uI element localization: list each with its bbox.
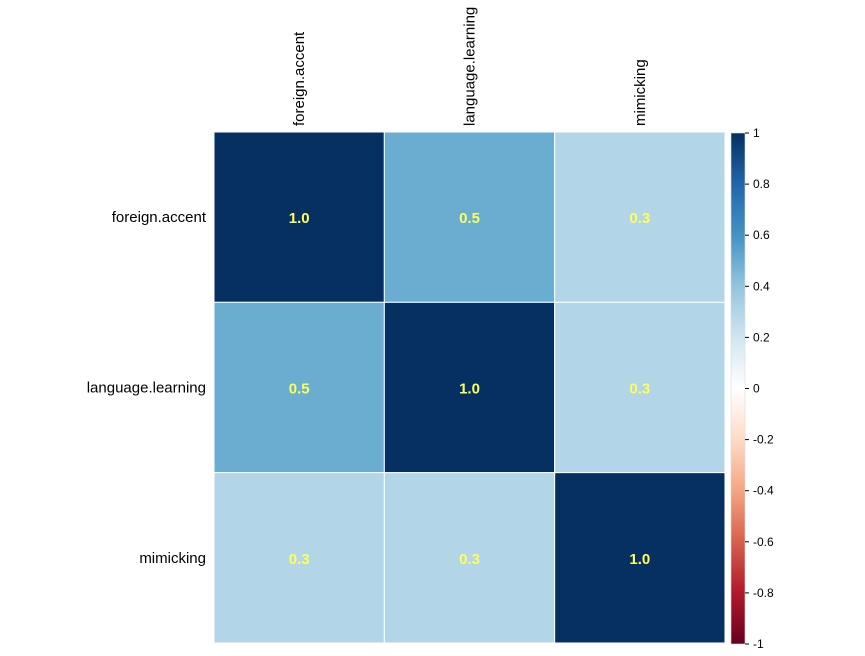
cell-value-label: 0.3 [629, 380, 650, 397]
row-labels: foreign.accent language.learning mimicking [87, 209, 207, 567]
legend-tick-label: -0.8 [753, 586, 774, 600]
heatmap-cell [213, 301, 385, 474]
legend-tick-label: 0.2 [753, 330, 770, 344]
cell-value-label: 1.0 [289, 210, 310, 227]
legend-tick-label: 0.6 [753, 228, 770, 242]
cell-value-label: 0.3 [629, 210, 650, 227]
heatmap-cells: 1.0 0.5 0.3 0.5 1.0 0.3 0.3 0.3 1.0 [213, 131, 726, 644]
row-label: mimicking [139, 550, 206, 567]
column-label: mimicking [632, 59, 649, 126]
legend-tick-label: 0.4 [753, 279, 770, 293]
legend-color-bar [731, 133, 745, 644]
legend-tick-label: -0.2 [753, 433, 774, 447]
heatmap-cell [554, 472, 726, 644]
heatmap-cell [554, 301, 726, 474]
row-label: language.learning [87, 379, 206, 396]
cell-value-label: 0.5 [289, 380, 310, 397]
legend-tick-label: -0.4 [753, 484, 774, 498]
cell-value-label: 0.3 [289, 551, 310, 568]
heatmap-cell [383, 131, 556, 303]
cell-value-label: 1.0 [459, 380, 480, 397]
heatmap-cell [213, 472, 385, 644]
heatmap-cell [554, 131, 726, 303]
heatmap-cell [383, 472, 556, 644]
legend-tick-label: 0 [753, 382, 760, 396]
color-legend: 1 0.8 0.6 0.4 0.2 0 -0.2 -0.4 -0.6 -0.8 -1 [730, 126, 774, 651]
heatmap-cell [383, 301, 556, 474]
legend-tick-label: 1 [753, 126, 760, 140]
column-labels: foreign.accent language.learning mimicking [291, 7, 649, 126]
legend-tick-label: 0.8 [753, 177, 770, 191]
heatmap-cell [213, 131, 385, 303]
legend-tick-label: -1 [753, 637, 764, 651]
cell-value-label: 0.5 [459, 210, 480, 227]
column-label: foreign.accent [291, 31, 308, 126]
cell-value-label: 0.3 [459, 551, 480, 568]
column-label: language.learning [461, 7, 478, 126]
row-label: foreign.accent [112, 209, 207, 226]
legend-tick-label: -0.6 [753, 535, 774, 549]
cell-value-label: 1.0 [629, 551, 650, 568]
